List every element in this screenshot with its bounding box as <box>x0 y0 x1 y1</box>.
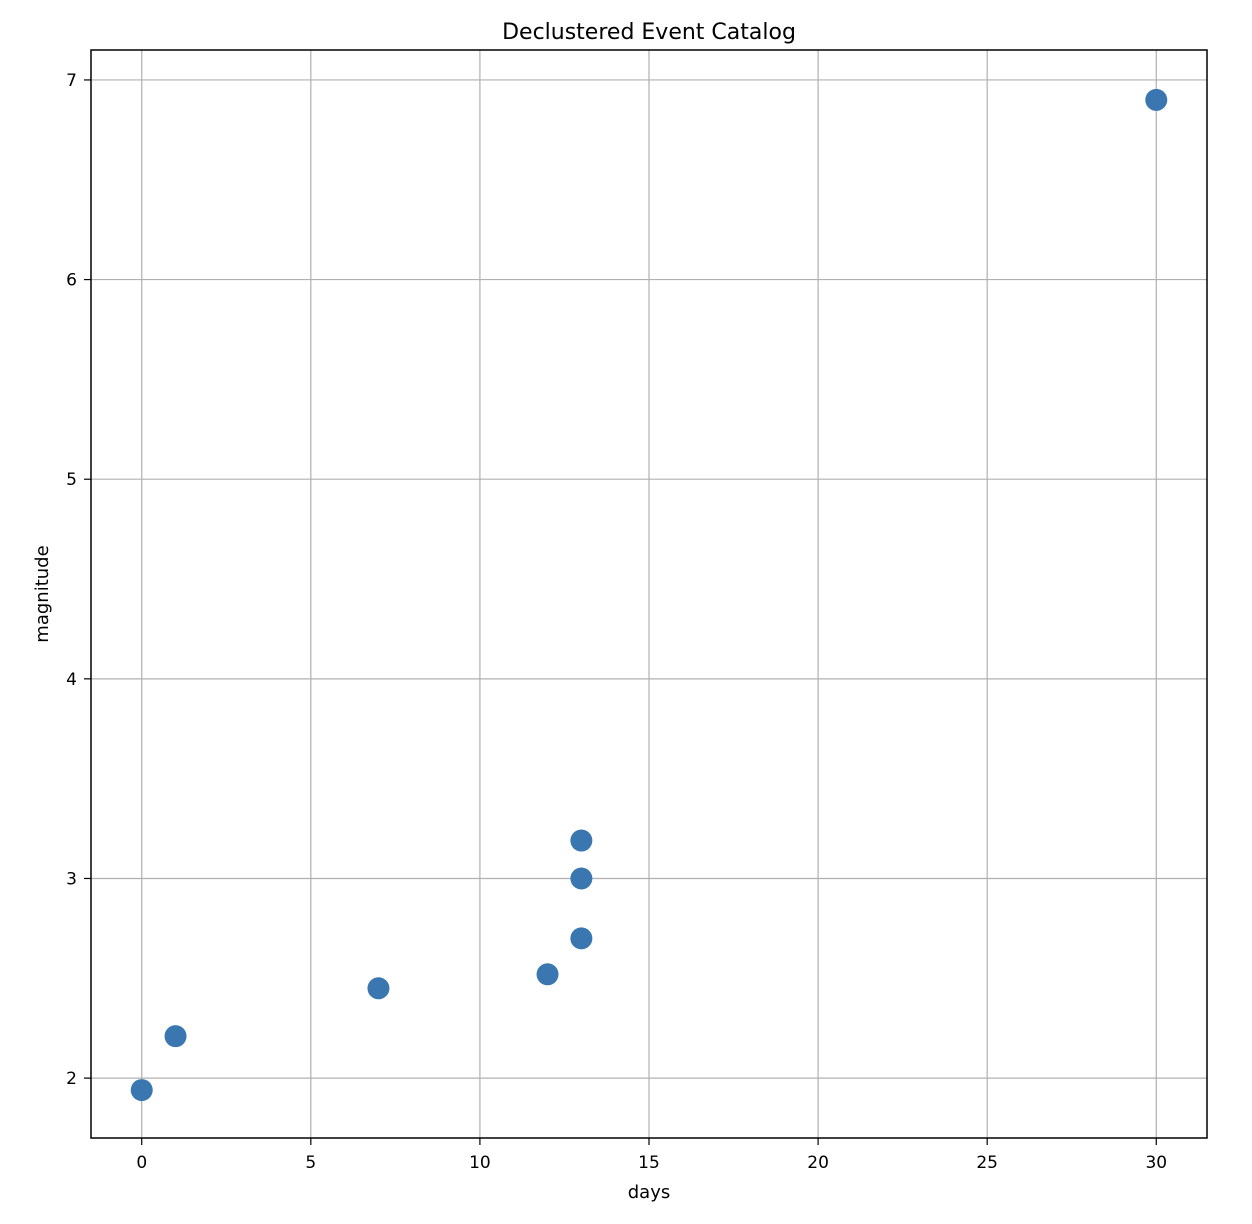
y-tick-label: 4 <box>66 670 77 690</box>
y-tick-label: 5 <box>66 470 77 490</box>
y-tick-label: 3 <box>66 869 77 889</box>
data-point <box>367 977 390 1000</box>
y-tick-label: 6 <box>66 271 77 291</box>
chart-title: Declustered Event Catalog <box>502 20 796 45</box>
axis-ticks: 0 5 10 15 20 25 30 2 3 4 5 6 7 <box>66 71 1167 1173</box>
x-tick-label: 10 <box>469 1153 491 1173</box>
x-tick-label: 30 <box>1145 1153 1167 1173</box>
data-point <box>570 867 593 890</box>
x-tick-label: 25 <box>976 1153 998 1173</box>
data-point <box>130 1079 153 1102</box>
x-tick-label: 5 <box>305 1153 316 1173</box>
x-axis-label: days <box>628 1182 671 1203</box>
grid-lines <box>91 50 1207 1138</box>
data-point <box>164 1025 187 1048</box>
data-point <box>570 927 593 950</box>
y-tick-label: 2 <box>66 1069 77 1089</box>
x-tick-label: 0 <box>136 1153 147 1173</box>
data-point <box>1145 88 1168 111</box>
y-axis-label: magnitude <box>32 545 53 642</box>
y-tick-label: 7 <box>66 71 77 91</box>
x-tick-label: 20 <box>807 1153 829 1173</box>
data-point <box>536 963 559 986</box>
data-point <box>570 829 593 852</box>
data-points <box>130 88 1168 1102</box>
x-tick-label: 15 <box>638 1153 660 1173</box>
